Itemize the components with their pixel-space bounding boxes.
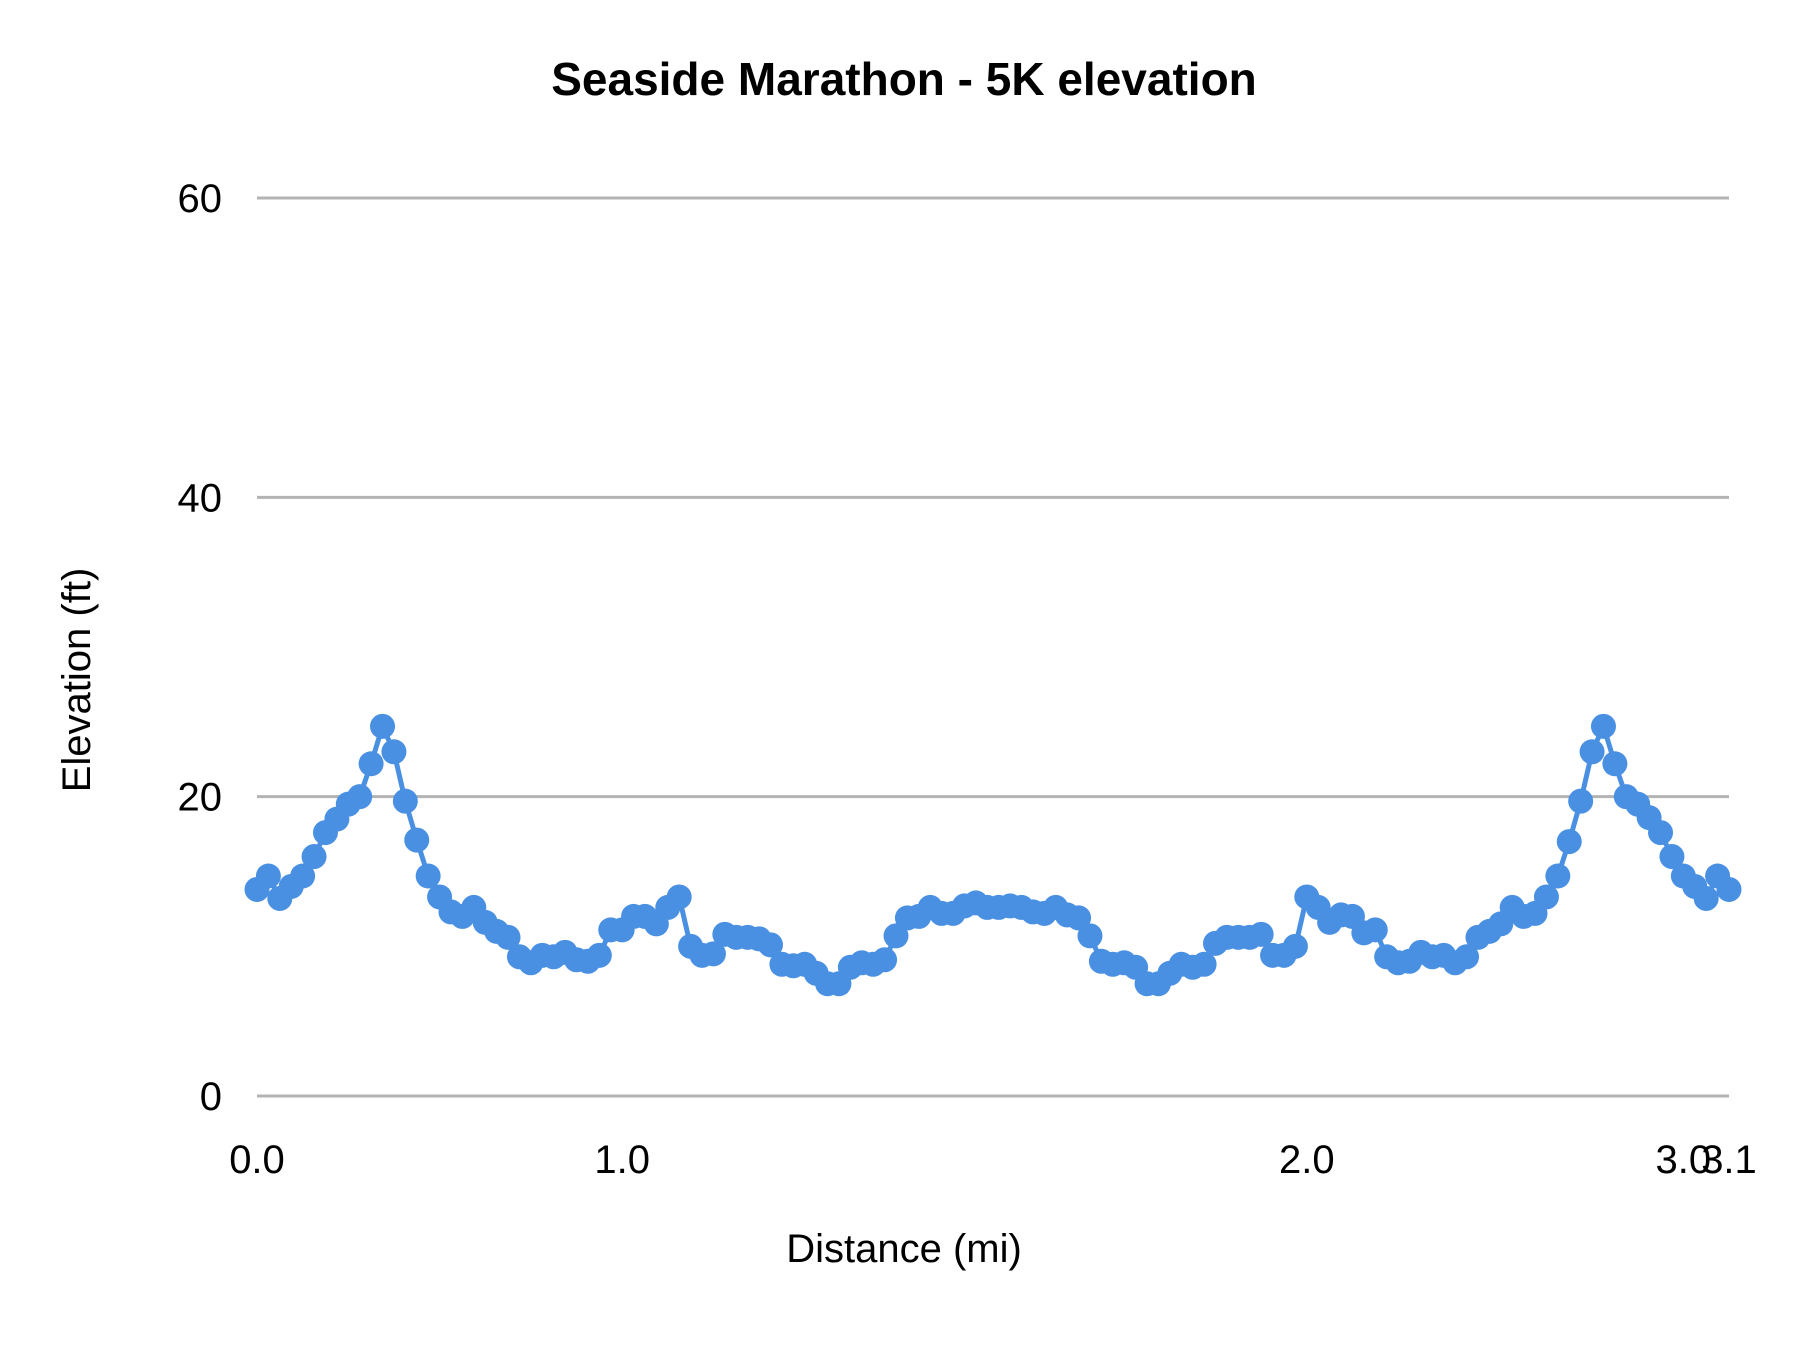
data-point: [1568, 788, 1594, 814]
data-point: [1602, 751, 1628, 777]
gridlines: [257, 196, 1729, 1098]
data-point: [1362, 917, 1388, 943]
data-point: [1066, 905, 1092, 931]
data-point: [290, 863, 316, 889]
data-point: [347, 784, 373, 810]
data-point: [1248, 921, 1274, 947]
y-axis-title: Elevation (ft): [55, 568, 99, 793]
y-tick-label: 0: [200, 1075, 222, 1119]
x-tick-label: 3.0: [1656, 1138, 1712, 1182]
data-point: [1191, 951, 1217, 977]
x-tick-label: 1.0: [594, 1138, 650, 1182]
chart-title: Seaside Marathon - 5K elevation: [551, 53, 1257, 105]
data-point: [1693, 885, 1719, 911]
data-point: [301, 844, 327, 870]
data-point: [1077, 923, 1103, 949]
data-point: [1533, 884, 1559, 910]
data-point: [358, 751, 384, 777]
data-point: [404, 827, 430, 853]
y-tick-label: 60: [178, 177, 223, 221]
data-point: [370, 713, 396, 739]
x-axis-title: Distance (mi): [786, 1227, 1022, 1271]
data-point: [255, 863, 281, 889]
x-tick-labels: 0.0 1.0 2.0 3.03.1: [229, 1138, 1757, 1182]
data-point: [1590, 713, 1616, 739]
y-tick-label: 40: [178, 476, 223, 520]
x-tick-label: 2.0: [1279, 1138, 1335, 1182]
data-point: [1716, 876, 1742, 902]
data-point: [381, 739, 407, 765]
data-point: [415, 863, 441, 889]
data-point: [1545, 863, 1571, 889]
data-point: [1648, 820, 1674, 846]
data-point: [700, 941, 726, 967]
x-tick-label: 0.0: [229, 1138, 285, 1182]
series-line: [255, 723, 1731, 987]
data-point: [586, 942, 612, 968]
data-point: [757, 932, 783, 958]
data-point: [872, 947, 898, 973]
series-elevation: [244, 713, 1742, 997]
data-point: [883, 923, 909, 949]
data-point: [1556, 829, 1582, 855]
data-point: [1282, 933, 1308, 959]
x-tick-label: 3.1: [1701, 1138, 1757, 1182]
y-tick-labels: 0 20 40 60: [178, 177, 223, 1119]
data-point: [392, 788, 418, 814]
data-point: [1659, 844, 1685, 870]
data-point: [495, 924, 521, 950]
data-point: [666, 884, 692, 910]
data-point: [1454, 944, 1480, 970]
data-point: [1579, 739, 1605, 765]
y-tick-label: 20: [178, 776, 223, 820]
